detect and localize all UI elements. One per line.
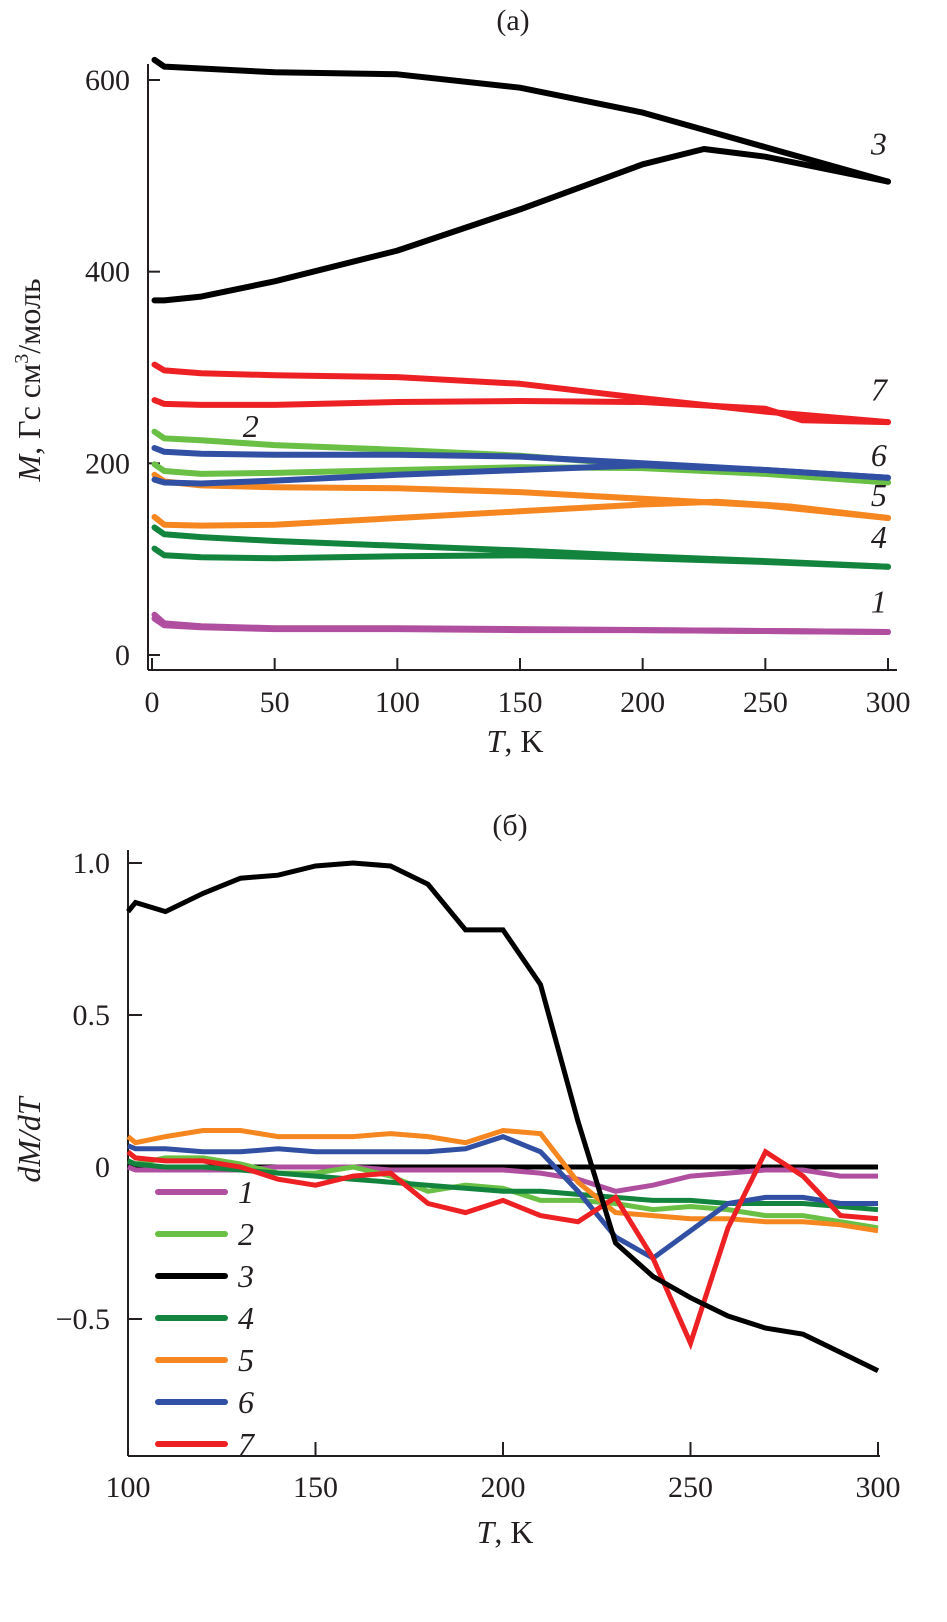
x-title-unit: , K: [494, 1514, 533, 1550]
series-4: [127, 1158, 879, 1213]
series-3: [126, 860, 880, 1373]
curve-label-2: 2: [243, 408, 259, 444]
curve-label-6: 6: [871, 437, 887, 473]
series-1-lower: [151, 615, 891, 635]
legend-label-2: 2: [238, 1216, 254, 1252]
panel-a-series: [151, 56, 891, 635]
x-title-var: T: [477, 1514, 497, 1550]
legend-label-1: 1: [238, 1174, 254, 1210]
panel-a-title: (a): [496, 4, 529, 37]
series-7-lower: [151, 397, 891, 426]
x-tick-label: 0: [145, 686, 160, 719]
y-tick-label: 0.5: [73, 999, 111, 1032]
x-tick-label: 150: [498, 686, 543, 719]
curve-label-3: 3: [870, 125, 887, 161]
y-tick-label: 200: [85, 447, 130, 480]
x-title-unit: , K: [504, 723, 543, 759]
panel-a: (a) 0 200 400 600 0 50 100 150 200 250 300 3 7 2 6 5 4…: [11, 4, 911, 759]
series-2: [127, 1155, 879, 1231]
series-3-lower: [151, 146, 891, 304]
curve-label-1: 1: [871, 583, 887, 619]
curve-label-4: 4: [871, 519, 887, 555]
x-tick-label: 150: [293, 1471, 338, 1504]
y-tick-label: 400: [85, 256, 130, 289]
series-5: [126, 1127, 879, 1234]
x-title-var: T: [487, 723, 507, 759]
legend-label-5: 5: [238, 1342, 254, 1378]
series-7: [126, 1148, 879, 1351]
x-tick-label: 200: [481, 1471, 526, 1504]
series-2-lower: [151, 461, 891, 486]
panel-a-x-ticks: 0 50 100 150 200 250 300: [145, 658, 911, 719]
series-3-upper: [151, 56, 891, 185]
x-tick-label: 50: [260, 686, 290, 719]
y-tick-label: −0.5: [56, 1303, 110, 1336]
y-title-sup: 3: [11, 354, 33, 364]
panel-a-y-axis-title: M, Гс см3/моль: [11, 278, 47, 482]
panel-b-legend: 1 2 3 4 5 6 7: [155, 1174, 256, 1462]
legend-label-6: 6: [238, 1384, 254, 1420]
panel-b-title: (б): [492, 809, 527, 842]
series-6: [127, 1133, 878, 1262]
y-title-unit: , Гс см: [11, 364, 47, 455]
x-tick-label: 100: [106, 1471, 151, 1504]
x-tick-label: 300: [856, 1471, 901, 1504]
panel-b-series: [126, 860, 880, 1373]
y-tick-label: 0: [115, 639, 130, 672]
curve-label-5: 5: [871, 477, 887, 513]
x-tick-label: 300: [866, 686, 911, 719]
x-tick-label: 250: [668, 1471, 713, 1504]
series-4-lower: [151, 545, 891, 570]
x-tick-label: 100: [375, 686, 420, 719]
curve-label-7: 7: [871, 372, 889, 408]
y-title-var: M: [11, 453, 47, 483]
panel-b-x-ticks: 100 150 200 250 300: [106, 1442, 901, 1504]
panel-b: (б) 1.00.50−0.5 100 150 200 250 300 1234567 …: [11, 809, 901, 1550]
panel-a-curve-labels: 3 7 2 6 5 4 1: [243, 125, 889, 619]
y-tick-label: 1.0: [73, 847, 111, 880]
x-tick-label: 250: [743, 686, 788, 719]
panel-b-y-ticks: 1.0 0.5 0 −0.5: [56, 847, 142, 1336]
x-tick-label: 200: [620, 686, 665, 719]
y-tick-label: 0: [95, 1151, 110, 1184]
y-title-tail: /моль: [11, 278, 47, 353]
panel-a-x-axis-title: T, K: [487, 723, 544, 759]
y-tick-label: 600: [85, 64, 130, 97]
legend-label-7: 7: [238, 1426, 256, 1462]
panel-b-x-axis-title: T, K: [477, 1514, 534, 1550]
legend-label-4: 4: [238, 1300, 254, 1336]
panel-b-y-axis-title: dM/dT: [11, 1095, 47, 1183]
legend-label-3: 3: [237, 1258, 254, 1294]
series-5-lower: [151, 498, 891, 529]
series-6-lower: [151, 462, 891, 487]
